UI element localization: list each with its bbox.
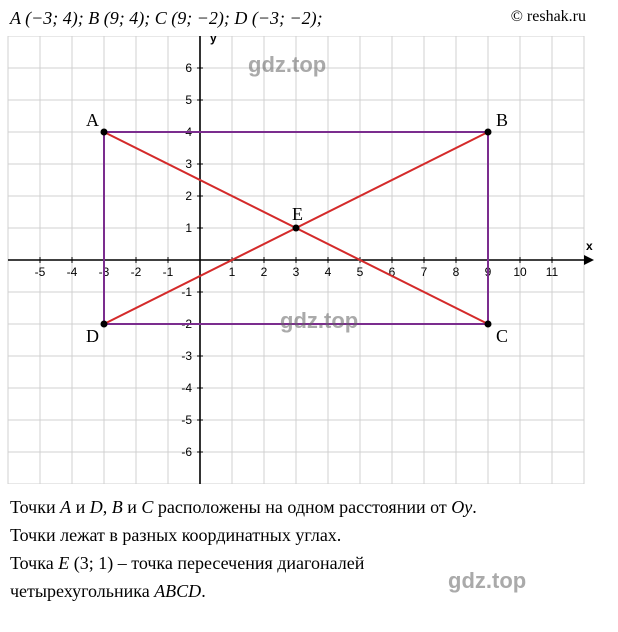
svg-text:1: 1 — [185, 221, 192, 235]
text-line-1: Точки A и D, B и C расположены на одном … — [10, 494, 608, 522]
svg-text:E: E — [292, 204, 303, 224]
svg-text:-5: -5 — [35, 265, 46, 279]
svg-text:3: 3 — [293, 265, 300, 279]
svg-text:-1: -1 — [181, 285, 192, 299]
text-line-3: Точка E (3; 1) – точка пересечения диаго… — [10, 550, 608, 578]
explanation-text: Точки A и D, B и C расположены на одном … — [10, 494, 608, 606]
svg-text:-4: -4 — [67, 265, 78, 279]
svg-text:y: y — [210, 36, 217, 45]
svg-text:x: x — [586, 239, 593, 253]
text-line-2: Точки лежат в разных координатных углах. — [10, 522, 608, 550]
svg-text:C: C — [496, 326, 508, 346]
coordinate-chart: -5-4-3-2-11234567891011-6-5-4-3-2-112345… — [0, 36, 618, 484]
svg-text:2: 2 — [261, 265, 268, 279]
svg-text:1: 1 — [229, 265, 236, 279]
svg-text:-4: -4 — [181, 381, 192, 395]
chart-svg: -5-4-3-2-11234567891011-6-5-4-3-2-112345… — [0, 36, 618, 484]
svg-text:4: 4 — [325, 265, 332, 279]
svg-text:-3: -3 — [181, 349, 192, 363]
svg-text:6: 6 — [185, 61, 192, 75]
svg-text:8: 8 — [453, 265, 460, 279]
svg-text:-1: -1 — [163, 265, 174, 279]
svg-text:3: 3 — [185, 157, 192, 171]
svg-text:-2: -2 — [131, 265, 142, 279]
svg-text:7: 7 — [421, 265, 428, 279]
svg-text:D: D — [86, 326, 99, 346]
text-line-4: четырехугольника ABCD. — [10, 578, 608, 606]
svg-text:5: 5 — [357, 265, 364, 279]
svg-text:5: 5 — [185, 93, 192, 107]
svg-text:10: 10 — [513, 265, 527, 279]
svg-text:B: B — [496, 110, 508, 130]
svg-text:-6: -6 — [181, 445, 192, 459]
copyright-label: © reshak.ru — [511, 8, 586, 26]
svg-text:A: A — [86, 110, 99, 130]
points-list: A (−3; 4); B (9; 4); C (9; −2); D (−3; −… — [10, 8, 323, 28]
svg-text:-5: -5 — [181, 413, 192, 427]
svg-text:11: 11 — [546, 265, 559, 279]
svg-text:2: 2 — [185, 189, 192, 203]
